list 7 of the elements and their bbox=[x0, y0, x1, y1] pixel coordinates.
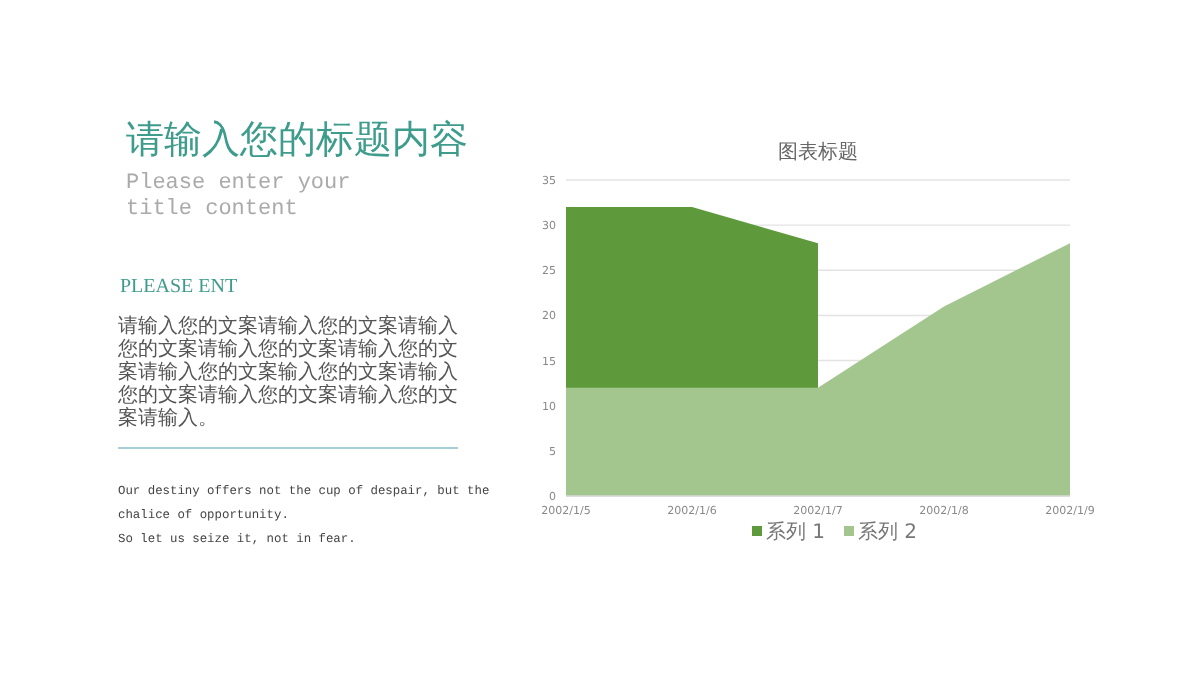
text: PLEASE ENT bbox=[120, 276, 238, 298]
legend-label: 系列 2 bbox=[858, 520, 918, 544]
legend-label: 系列 1 bbox=[766, 520, 826, 544]
text: 请输入您的文案请输入您的文案请输入您的文案请输入您的文案请输入您的文案请输入您的文案输入您的文案请输入您的文案请输入您的文案请输入您的文案请输入。 bbox=[116, 314, 458, 430]
chart-title: 图表标题 bbox=[778, 140, 858, 164]
text: Please enter your title content bbox=[126, 172, 351, 222]
text: 请输入您的标题内容 bbox=[126, 118, 468, 162]
